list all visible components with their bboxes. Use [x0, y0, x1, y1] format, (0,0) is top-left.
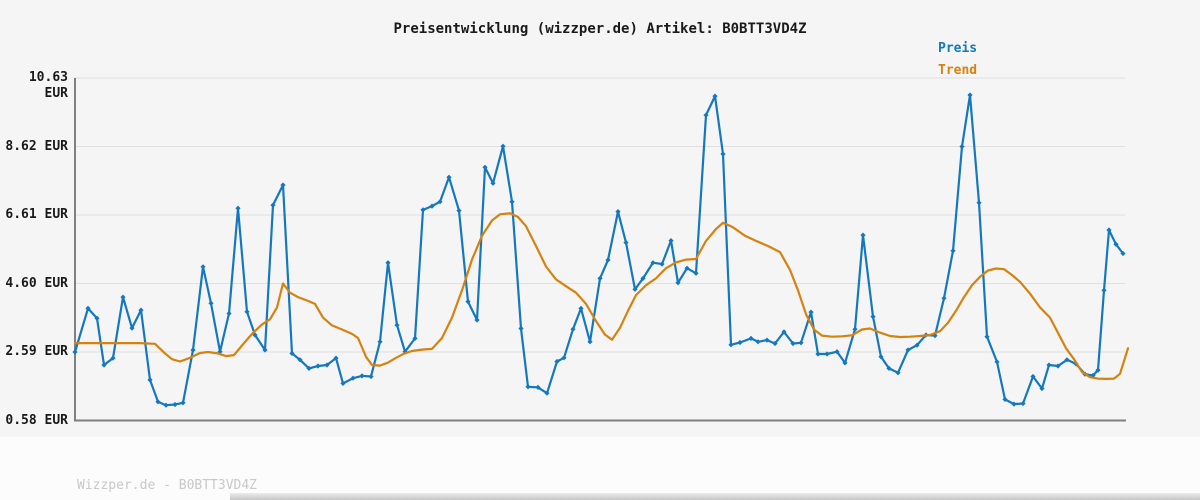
footer-band [0, 437, 1200, 500]
y-axis-tick-label: 10.63 EUR [28, 70, 68, 101]
y-axis-tick-label: 8.62 EUR [5, 138, 68, 154]
chart-title: Preisentwicklung (wizzper.de) Artikel: B… [393, 21, 807, 37]
y-axis-tick-label: 4.60 EUR [5, 275, 68, 291]
legend: Preis Trend [938, 38, 977, 82]
y-axis-tick-label: 2.59 EUR [5, 344, 68, 359]
legend-item-trend: Trend [938, 63, 978, 78]
y-axis-tick-label: 6.61 EUR [5, 207, 68, 222]
series-line-trend [73, 212, 1130, 380]
watermark: Wizzper.de - B0BTT3VD4Z [77, 478, 258, 493]
legend-item-preis: Preis [938, 41, 978, 56]
y-axis-tick-label: 0.58 EUR [5, 412, 68, 428]
series-markers-preis [72, 92, 1126, 408]
bottom-scrollbar[interactable] [230, 493, 1200, 500]
series-line-preis [73, 93, 1125, 407]
